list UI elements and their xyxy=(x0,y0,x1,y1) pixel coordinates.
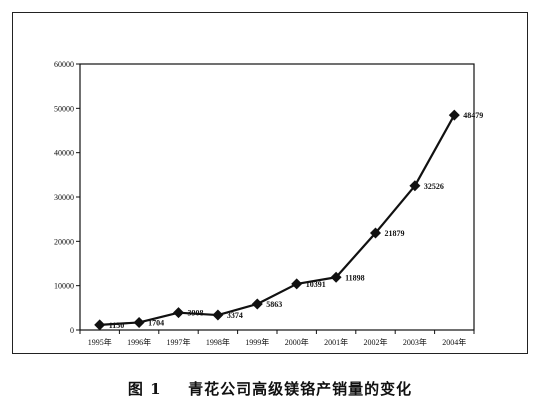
y-tick-label: 10000 xyxy=(54,282,74,291)
data-label: 21879 xyxy=(385,229,405,238)
data-label: 5863 xyxy=(266,300,282,309)
y-tick-label: 0 xyxy=(70,326,74,335)
x-tick-label: 1998年 xyxy=(206,337,230,347)
data-point-marker xyxy=(173,307,184,319)
data-label: 1150 xyxy=(109,321,125,330)
data-point-marker xyxy=(448,109,460,121)
data-point-marker xyxy=(212,309,224,321)
data-point-marker xyxy=(370,227,381,239)
x-tick-label: 2003年 xyxy=(403,337,427,347)
figure-caption: 图 1 青花公司高级镁铬产销量的变化 xyxy=(0,378,540,399)
data-label: 3374 xyxy=(227,311,243,320)
x-tick-label: 2002年 xyxy=(364,337,388,347)
caption-text: 青花公司高级镁铬产销量的变化 xyxy=(188,380,413,398)
axes xyxy=(76,63,475,334)
chart-frame xyxy=(12,12,528,354)
x-tick-label: 1996年 xyxy=(127,337,151,347)
x-tick-label: 1995年 xyxy=(88,337,112,347)
y-tick-label: 50000 xyxy=(54,104,74,113)
caption-number: 图 1 xyxy=(127,380,162,398)
data-point-marker xyxy=(94,319,106,331)
data-point-marker xyxy=(409,180,421,192)
data-label: 1704 xyxy=(148,318,164,327)
data-label: 3908 xyxy=(188,309,204,318)
x-tick-label: 2004年 xyxy=(442,337,466,347)
series-line xyxy=(99,114,456,326)
x-tick-label: 1999年 xyxy=(245,337,269,347)
data-labels: 1150 1704 3908 3374 5863 10391 11898 21879 32526… xyxy=(109,111,484,330)
y-tick-label: 30000 xyxy=(54,193,74,202)
x-tick-label: 1997年 xyxy=(167,337,191,347)
data-label: 10391 xyxy=(306,280,326,289)
y-tick-label: 40000 xyxy=(54,149,74,158)
y-tick-label: 20000 xyxy=(54,237,74,246)
data-point-marker xyxy=(133,316,145,328)
x-tick-label: 2001年 xyxy=(324,337,348,347)
data-point-marker xyxy=(251,298,263,310)
data-label: 11898 xyxy=(345,273,365,282)
y-tick-label: 60000 xyxy=(54,60,74,69)
y-tick-labels: 0 10000 20000 30000 40000 50000 60000 xyxy=(54,60,74,335)
data-point-marker xyxy=(291,278,303,290)
data-point-marker xyxy=(330,271,342,283)
series-line-path xyxy=(99,114,456,326)
x-tick-labels: 1995年 1996年 1997年 1998年 1999年 2000年 2001年 2002年… xyxy=(88,337,467,347)
data-label: 32526 xyxy=(424,182,444,191)
data-label: 48479 xyxy=(463,111,483,120)
plot-area-border xyxy=(79,63,475,331)
data-points xyxy=(94,109,460,331)
x-tick-label: 2000年 xyxy=(285,337,309,347)
